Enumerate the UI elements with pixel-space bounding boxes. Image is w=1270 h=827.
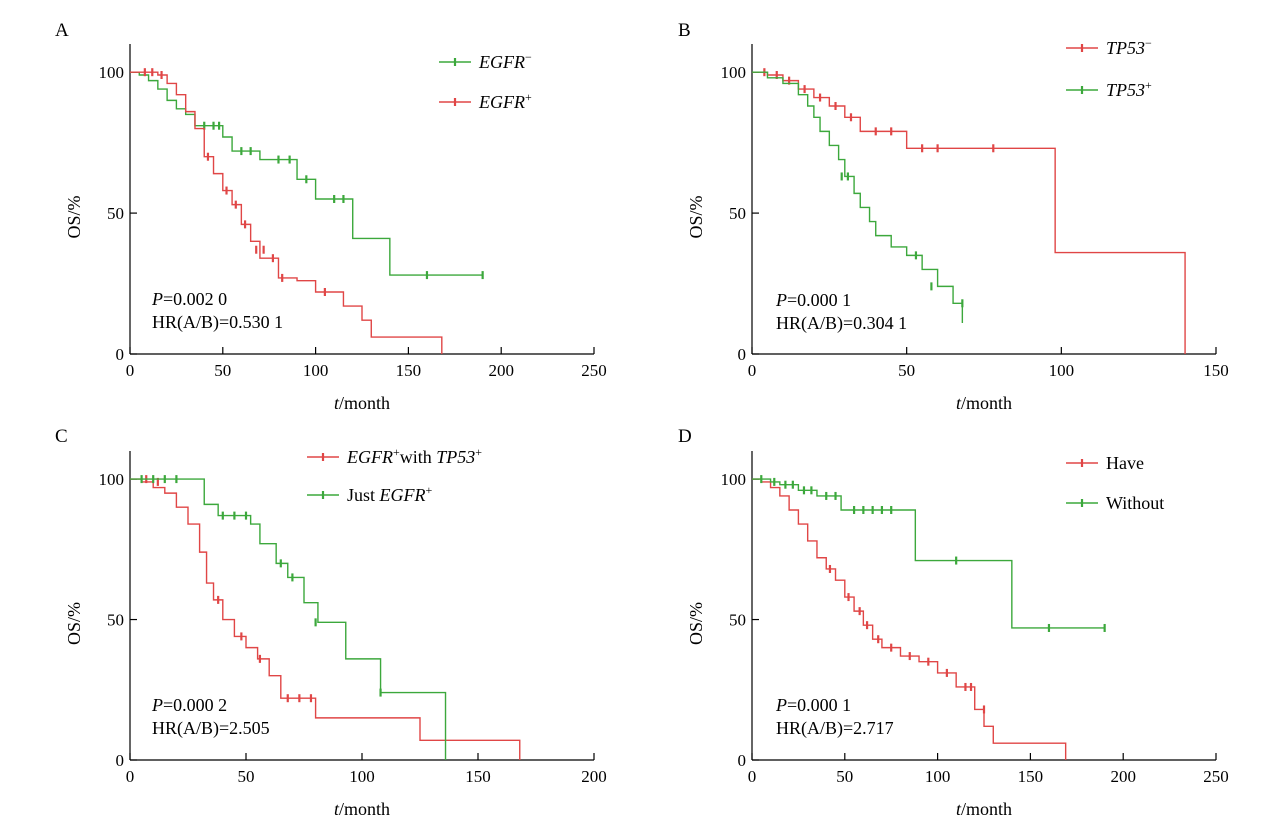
x-tick-label: 200 [1110, 767, 1136, 786]
x-tick-label: 150 [1018, 767, 1044, 786]
x-tick-label: 200 [488, 361, 514, 380]
x-axis-label: t/month [956, 799, 1012, 819]
panel-b: B 0 50 100 150 0 50 100 t/month OS/% TP53− TP53+ P=0… [678, 20, 1229, 413]
hazard-ratio-label: HR(A/B)=0.304 1 [776, 313, 907, 334]
panel-letter: C [55, 426, 68, 447]
y-axis-label: OS/% [64, 195, 84, 238]
x-tick-label: 100 [303, 361, 329, 380]
panel-letter: B [678, 20, 691, 41]
panel-c: C 0 50 100 150 200 0 50 100 t/month OS/% EGFR+with … [55, 426, 607, 819]
x-tick-label: 250 [1203, 767, 1229, 786]
hazard-ratio-label: HR(A/B)=2.505 [152, 718, 270, 739]
x-tick-label: 100 [925, 767, 951, 786]
panel-a: A 0 50 100 150 200 250 0 50 100 t/month OS/% EGFR− EG… [55, 20, 607, 413]
p-value-label: P=0.000 1 [775, 290, 851, 310]
x-tick-label: 0 [748, 361, 757, 380]
y-tick-label: 0 [116, 345, 125, 364]
x-tick-label: 100 [1049, 361, 1075, 380]
survival-curve-green [752, 478, 1105, 629]
survival-curve-green [130, 71, 483, 276]
p-value-label: P=0.000 2 [151, 695, 227, 715]
hazard-ratio-label: HR(A/B)=0.530 1 [152, 312, 283, 333]
y-tick-label: 100 [721, 470, 747, 489]
legend-label: EGFR+with TP53+ [346, 445, 482, 467]
y-tick-label: 100 [721, 63, 747, 82]
y-tick-label: 50 [107, 204, 124, 223]
y-tick-label: 50 [729, 204, 746, 223]
y-tick-label: 50 [729, 611, 746, 630]
y-tick-label: 0 [116, 751, 125, 770]
y-tick-label: 100 [99, 470, 125, 489]
y-axis-label: OS/% [64, 602, 84, 645]
x-axis-label: t/month [334, 799, 390, 819]
y-tick-label: 100 [99, 63, 125, 82]
legend-label: Just EGFR+ [347, 483, 433, 505]
legend-label: Without [1106, 493, 1164, 513]
panel-letter: A [55, 20, 69, 41]
x-tick-label: 0 [748, 767, 757, 786]
x-tick-label: 50 [238, 767, 255, 786]
y-axis-label: OS/% [686, 195, 706, 238]
y-axis-label: OS/% [686, 602, 706, 645]
legend-label: EGFR− [478, 50, 532, 72]
panel-d: D 0 50 100 150 200 250 0 50 100 t/month OS/% Have Wit… [678, 426, 1229, 819]
survival-curve-green [130, 478, 447, 760]
legend-label: TP53+ [1106, 78, 1152, 100]
legend-label: EGFR+ [478, 90, 532, 112]
y-tick-label: 0 [738, 751, 747, 770]
x-tick-label: 150 [396, 361, 422, 380]
survival-curve-red [130, 71, 443, 354]
x-tick-label: 150 [465, 767, 491, 786]
x-tick-label: 200 [581, 767, 607, 786]
x-tick-label: 100 [349, 767, 375, 786]
p-value-label: P=0.002 0 [151, 289, 227, 309]
x-tick-label: 0 [126, 767, 135, 786]
survival-curve-red [752, 71, 1186, 354]
x-tick-label: 50 [836, 767, 853, 786]
p-value-label: P=0.000 1 [775, 695, 851, 715]
x-tick-label: 150 [1203, 361, 1229, 380]
x-axis-label: t/month [956, 393, 1012, 413]
survival-curve-red [130, 478, 521, 760]
y-tick-label: 0 [738, 345, 747, 364]
x-tick-label: 50 [898, 361, 915, 380]
survival-curve-green [752, 71, 964, 323]
survival-curve-red [752, 478, 1067, 760]
legend-label: Have [1106, 453, 1144, 473]
x-axis-label: t/month [334, 393, 390, 413]
panel-letter: D [678, 426, 692, 447]
legend-label: TP53− [1106, 36, 1152, 58]
x-tick-label: 50 [214, 361, 231, 380]
hazard-ratio-label: HR(A/B)=2.717 [776, 718, 894, 739]
y-tick-label: 50 [107, 611, 124, 630]
x-tick-label: 250 [581, 361, 607, 380]
x-tick-label: 0 [126, 361, 135, 380]
